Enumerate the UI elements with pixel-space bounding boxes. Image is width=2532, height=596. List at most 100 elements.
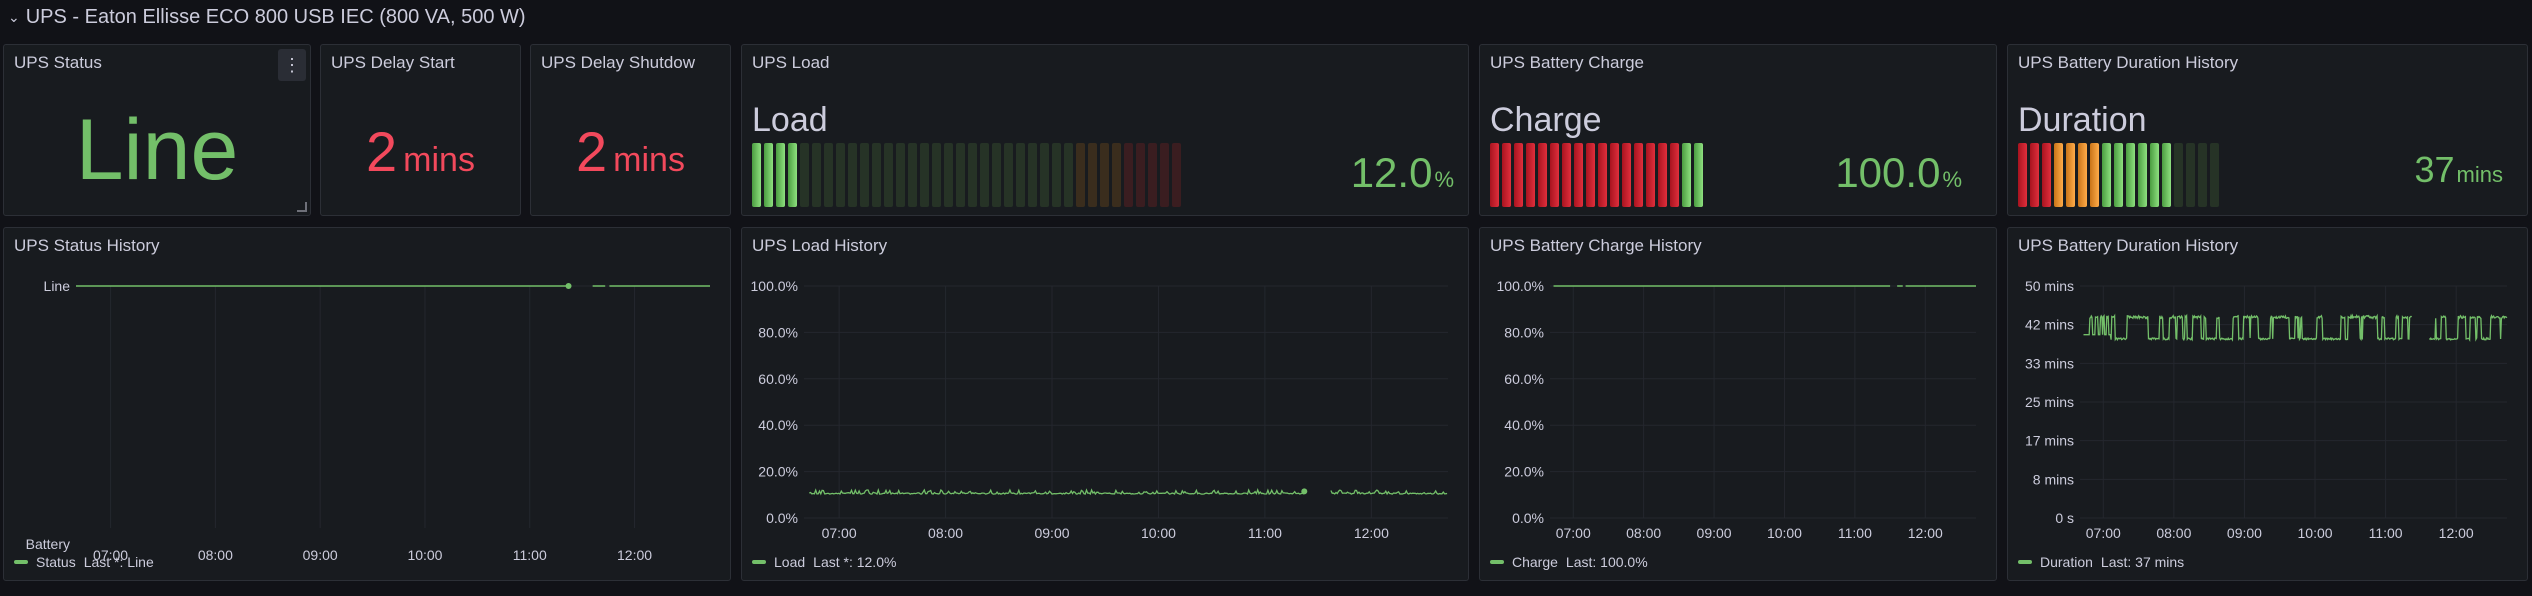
x-tick-label: 10:00 [407, 547, 442, 563]
x-tick-label: 11:00 [513, 547, 547, 563]
gauge-segment [2078, 143, 2087, 207]
gauge-segment [1526, 143, 1535, 207]
panel-load-history[interactable]: UPS Load History 07:00 08:00 09:00 10:00 11:… [741, 227, 1469, 581]
chart-legend[interactable]: Load Last *: 12.0% [752, 554, 896, 570]
gauge-segment [2210, 143, 2219, 207]
legend-swatch [14, 560, 28, 564]
panel-title: UPS Load History [752, 236, 888, 255]
load-value: 12.0 [1350, 149, 1433, 196]
gauge-segment [932, 143, 941, 207]
legend-last: Last: 37 mins [2100, 554, 2185, 570]
gauge-segment [2186, 143, 2195, 207]
y-tick-label: 100.0% [1497, 278, 1544, 294]
duration-history-chart: 07:00 08:00 09:00 10:00 11:00 12:00 0 s 8 mins 1… [2025, 278, 2508, 541]
panel-charge-history[interactable]: UPS Battery Charge History 07:00 08:00 09:… [1479, 227, 1997, 581]
gauge-segment [1160, 143, 1169, 207]
x-tick-label: 10:00 [2298, 525, 2333, 541]
y-tick-label: Line [44, 278, 71, 294]
panel-battery-charge[interactable]: UPS Battery Charge Charge 100.0% [1479, 44, 1997, 216]
gauge-segment [1016, 143, 1025, 207]
gauge-segment [848, 143, 857, 207]
panel-title: UPS Status [14, 53, 102, 72]
legend-series-name: Duration [2040, 554, 2093, 570]
bar-gauge [2018, 143, 2219, 207]
charge-value: 100.0 [1835, 149, 1941, 196]
chart-legend[interactable]: Charge Last: 100.0% [1490, 554, 1648, 570]
legend-last: Last *: 12.0% [813, 554, 897, 570]
legend-series-name: Charge [1512, 554, 1558, 570]
x-tick-label: 11:00 [1838, 525, 1872, 541]
panel-delay-shutdown[interactable]: UPS Delay Shutdow 2 mins [530, 44, 731, 216]
series-line [2083, 313, 2413, 342]
panel-title: UPS Delay Start [331, 53, 455, 72]
panel-battery-duration[interactable]: UPS Battery Duration History Duration 37… [2007, 44, 2528, 216]
gauge-segment [1052, 143, 1061, 207]
gauge-segment [1076, 143, 1085, 207]
chart-legend[interactable]: Status Last *: Line [14, 554, 154, 570]
gauge-segment [764, 143, 773, 207]
panel-title: UPS Battery Charge [1490, 53, 1645, 72]
gauge-segment [1610, 143, 1619, 207]
gauge-segment [2126, 143, 2135, 207]
status-value: Line [75, 102, 239, 198]
panel-ups-load[interactable]: UPS Load Load 12.0% [741, 44, 1469, 216]
gauge-segment [1172, 143, 1181, 207]
gauge-segment [1574, 143, 1583, 207]
gauge-value: 12.0% [1351, 149, 1454, 197]
x-tick-label: 08:00 [1626, 525, 1661, 541]
y-tick-label: 20.0% [758, 464, 798, 480]
panel-menu-icon[interactable]: ⋮ [278, 49, 306, 81]
panel-ups-status[interactable]: UPS Status ⋮ Line [3, 44, 311, 216]
x-tick-label: 12:00 [1908, 525, 1943, 541]
gauge-segment [908, 143, 917, 207]
panel-status-history[interactable]: UPS Status History 07:00 08:00 09:00 10:00 1… [3, 227, 731, 581]
x-tick-label: 09:00 [2227, 525, 2262, 541]
gauge-segment [1586, 143, 1595, 207]
legend-swatch [752, 560, 766, 564]
gauge-segment [1694, 143, 1703, 207]
gauge-segment [1088, 143, 1097, 207]
y-tick-label: 40.0% [758, 417, 798, 433]
x-tick-label: 12:00 [617, 547, 652, 563]
delay-shutdown-stat: 2 mins [531, 119, 730, 184]
gauge-segment [1040, 143, 1049, 207]
x-tick-label: 11:00 [2369, 525, 2403, 541]
resize-handle-icon[interactable] [297, 202, 307, 212]
gauge-segment [2198, 143, 2207, 207]
gauge-segment [1550, 143, 1559, 207]
series-line [2428, 314, 2508, 342]
gauge-segment [944, 143, 953, 207]
gauge-segment [1124, 143, 1133, 207]
row-title: UPS - Eaton Ellisse ECO 800 USB IEC (800… [25, 5, 526, 28]
duration-unit: mins [2456, 162, 2503, 187]
x-tick-label: 07:00 [1556, 525, 1591, 541]
gauge-segment [2174, 143, 2183, 207]
legend-last: Last *: Line [83, 554, 154, 570]
gauge-segment [824, 143, 833, 207]
row-header[interactable]: ⌄ UPS - Eaton Ellisse ECO 800 USB IEC (8… [8, 4, 526, 30]
gauge-segment [1658, 143, 1667, 207]
gauge-segment [2066, 143, 2075, 207]
x-tick-label: 08:00 [928, 525, 963, 541]
panel-duration-history[interactable]: UPS Battery Duration History 07:00 08:00 0… [2007, 227, 2528, 581]
delay-start-stat: 2 mins [321, 119, 520, 184]
gauge-segment [1670, 143, 1679, 207]
gauge-segment [1562, 143, 1571, 207]
legend-series-name: Status [36, 554, 76, 570]
gauge-label: Load [752, 101, 828, 139]
chevron-down-icon[interactable]: ⌄ [8, 8, 20, 25]
y-tick-label: 60.0% [1504, 371, 1544, 387]
gauge-segment [1646, 143, 1655, 207]
gauge-segment [1028, 143, 1037, 207]
panel-title: UPS Load [752, 53, 830, 72]
gauge-segment [1148, 143, 1157, 207]
x-tick-label: 07:00 [2086, 525, 2121, 541]
y-tick-label: 0.0% [766, 510, 798, 526]
gauge-segment [992, 143, 1001, 207]
gauge-segment [2138, 143, 2147, 207]
gauge-segment [956, 143, 965, 207]
x-tick-label: 09:00 [1697, 525, 1732, 541]
panel-delay-start[interactable]: UPS Delay Start 2 mins [320, 44, 521, 216]
chart-legend[interactable]: Duration Last: 37 mins [2018, 554, 2184, 570]
gauge-segment [1064, 143, 1073, 207]
